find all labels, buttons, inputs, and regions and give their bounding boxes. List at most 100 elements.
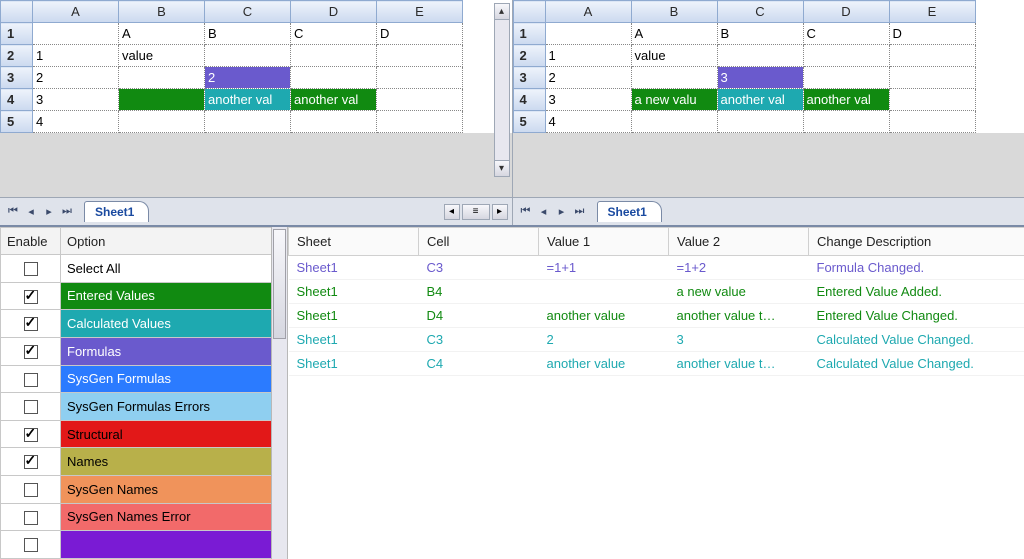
option-checkbox[interactable] [24, 317, 38, 331]
cell[interactable] [631, 111, 717, 133]
cell[interactable] [291, 45, 377, 67]
row-header[interactable]: 3 [1, 67, 33, 89]
nav-next-icon[interactable]: ▸ [41, 204, 57, 220]
changes-cell[interactable]: another value t… [669, 352, 809, 376]
changes-header-v1[interactable]: Value 1 [539, 228, 669, 256]
row-header[interactable]: 4 [1, 89, 33, 111]
changes-cell[interactable]: C4 [419, 352, 539, 376]
col-header[interactable]: D [803, 1, 889, 23]
option-label[interactable]: SysGen Formulas Errors [61, 393, 287, 421]
cell[interactable]: another val [205, 89, 291, 111]
vertical-scrollbar[interactable]: ▴ ▾ [494, 3, 510, 177]
cell[interactable] [377, 89, 463, 111]
nav-first-icon[interactable]: ⏮ [5, 204, 21, 220]
cell[interactable]: another val [803, 89, 889, 111]
cell[interactable] [291, 111, 377, 133]
cell[interactable] [889, 67, 975, 89]
cell[interactable]: D [889, 23, 975, 45]
scroll-down-button[interactable]: ▾ [495, 160, 509, 176]
cell[interactable] [119, 111, 205, 133]
right-grid[interactable]: ABCDE1ABCD21value32343a new valuanother … [513, 0, 1024, 133]
row-header[interactable]: 1 [1, 23, 33, 45]
sheet-tab[interactable]: Sheet1 [597, 201, 662, 222]
cell[interactable]: value [631, 45, 717, 67]
cell[interactable] [631, 67, 717, 89]
cell[interactable] [291, 67, 377, 89]
option-label[interactable]: Structural [61, 420, 287, 448]
changes-cell[interactable]: 2 [539, 328, 669, 352]
cell[interactable]: 2 [205, 67, 291, 89]
changes-cell[interactable]: another value [539, 304, 669, 328]
changes-cell[interactable]: Sheet1 [289, 304, 419, 328]
horizontal-scrollbar[interactable]: ◂ ≡ ▸ [444, 204, 508, 220]
changes-cell[interactable]: Entered Value Changed. [809, 304, 1024, 328]
cell[interactable] [205, 111, 291, 133]
cell[interactable]: 1 [545, 45, 631, 67]
option-checkbox[interactable] [24, 262, 38, 276]
col-header[interactable]: E [889, 1, 975, 23]
changes-cell[interactable]: C3 [419, 328, 539, 352]
option-checkbox[interactable] [24, 428, 38, 442]
col-header[interactable]: D [291, 1, 377, 23]
cell[interactable] [205, 45, 291, 67]
cell[interactable]: A [119, 23, 205, 45]
sheet-tab[interactable]: Sheet1 [84, 201, 149, 222]
nav-last-icon[interactable]: ⏭ [59, 204, 75, 220]
cell[interactable]: 2 [545, 67, 631, 89]
cell[interactable] [889, 89, 975, 111]
changes-header-cell[interactable]: Cell [419, 228, 539, 256]
cell[interactable] [377, 111, 463, 133]
cell[interactable] [717, 111, 803, 133]
cell[interactable] [889, 111, 975, 133]
option-checkbox[interactable] [24, 511, 38, 525]
row-header[interactable]: 5 [1, 111, 33, 133]
changes-cell[interactable]: =1+2 [669, 256, 809, 280]
changes-cell[interactable]: Sheet1 [289, 328, 419, 352]
nav-first-icon[interactable]: ⏮ [518, 204, 534, 220]
options-scrollbar[interactable] [271, 227, 287, 559]
col-header[interactable]: A [33, 1, 119, 23]
changes-cell[interactable]: D4 [419, 304, 539, 328]
changes-header-desc[interactable]: Change Description [809, 228, 1024, 256]
changes-header-sheet[interactable]: Sheet [289, 228, 419, 256]
cell[interactable]: 2 [33, 67, 119, 89]
option-checkbox[interactable] [24, 483, 38, 497]
changes-cell[interactable]: B4 [419, 280, 539, 304]
cell[interactable]: D [377, 23, 463, 45]
changes-cell[interactable]: a new value [669, 280, 809, 304]
option-label[interactable]: SysGen Formulas [61, 365, 287, 393]
row-header[interactable]: 2 [1, 45, 33, 67]
hscroll-thumb[interactable]: ≡ [462, 204, 490, 220]
cell[interactable]: C [803, 23, 889, 45]
row-header[interactable]: 3 [513, 67, 545, 89]
changes-cell[interactable]: C3 [419, 256, 539, 280]
changes-cell[interactable]: 3 [669, 328, 809, 352]
changes-cell[interactable]: Sheet1 [289, 280, 419, 304]
cell[interactable]: 4 [545, 111, 631, 133]
nav-prev-icon[interactable]: ◂ [536, 204, 552, 220]
col-header[interactable]: A [545, 1, 631, 23]
option-label[interactable]: Names [61, 448, 287, 476]
cell[interactable]: A [631, 23, 717, 45]
cell[interactable] [377, 67, 463, 89]
changes-cell[interactable]: Entered Value Added. [809, 280, 1024, 304]
nav-prev-icon[interactable]: ◂ [23, 204, 39, 220]
cell[interactable]: 4 [33, 111, 119, 133]
option-checkbox[interactable] [24, 290, 38, 304]
option-label[interactable] [61, 531, 287, 559]
cell[interactable] [803, 45, 889, 67]
row-header[interactable]: 1 [513, 23, 545, 45]
cell[interactable] [803, 111, 889, 133]
cell[interactable]: B [205, 23, 291, 45]
cell[interactable]: 3 [717, 67, 803, 89]
cell[interactable] [803, 67, 889, 89]
nav-last-icon[interactable]: ⏭ [572, 204, 588, 220]
cell[interactable]: 1 [33, 45, 119, 67]
cell[interactable] [545, 23, 631, 45]
option-label[interactable]: SysGen Names Error [61, 503, 287, 531]
hscroll-left-button[interactable]: ◂ [444, 204, 460, 220]
nav-next-icon[interactable]: ▸ [554, 204, 570, 220]
changes-cell[interactable]: Sheet1 [289, 256, 419, 280]
cell[interactable]: 3 [33, 89, 119, 111]
row-header[interactable]: 4 [513, 89, 545, 111]
